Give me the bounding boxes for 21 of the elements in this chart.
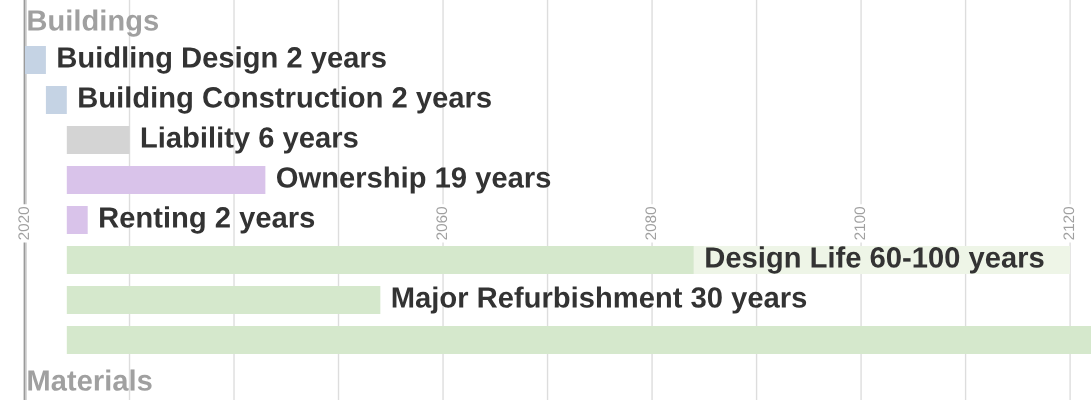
bar [66, 326, 1091, 354]
x-tick-label: 2120 [1063, 206, 1075, 240]
x-tick-label: 2100 [854, 206, 866, 240]
x-tick-label: 2060 [436, 206, 448, 240]
data-label: Major Refurbishment 30 years [392, 286, 807, 314]
data-label: Ownership 19 years [276, 166, 551, 194]
bar [45, 86, 67, 114]
x-tick-label: 2080 [645, 206, 657, 240]
bar [25, 46, 46, 74]
bar [66, 166, 266, 194]
bar [66, 246, 694, 274]
data-label: Buidling Design 2 years [58, 46, 386, 74]
data-label: Renting 2 years [100, 206, 315, 234]
data-label: Design Life 60-100 years [706, 246, 1044, 274]
x-tick-label: 2020 [18, 206, 30, 240]
y-tick-label: Materials [28, 369, 152, 391]
data-label: Building Construction 2 years [79, 86, 491, 114]
y-tick-label: Buildings [28, 9, 159, 37]
bar [66, 206, 88, 234]
data-label: Liability 6 years [141, 126, 358, 154]
bar [66, 286, 381, 314]
